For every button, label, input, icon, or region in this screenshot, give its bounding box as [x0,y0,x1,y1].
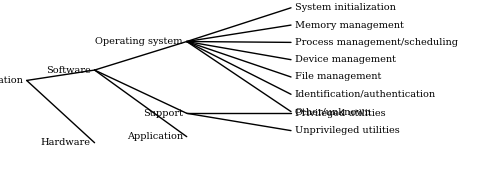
Text: Support: Support [143,109,182,118]
Text: Application: Application [126,132,182,141]
Text: Operating system: Operating system [95,37,182,46]
Text: Unprivileged utilities: Unprivileged utilities [294,126,399,135]
Text: Hardware: Hardware [41,138,91,147]
Text: Memory management: Memory management [294,21,403,30]
Text: Identification/authentication: Identification/authentication [294,90,435,99]
Text: File management: File management [294,72,380,81]
Text: Process management/scheduling: Process management/scheduling [294,38,457,47]
Text: System initialization: System initialization [294,3,395,12]
Text: Software: Software [46,66,91,75]
Text: Device management: Device management [294,55,395,64]
Text: Privileged utilities: Privileged utilities [294,109,385,118]
Text: Other/unknown: Other/unknown [294,107,371,116]
Text: Location: Location [0,76,23,85]
